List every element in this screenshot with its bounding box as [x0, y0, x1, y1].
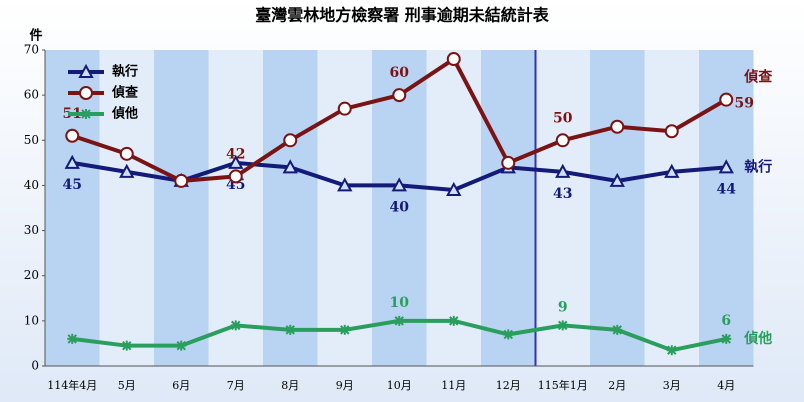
x-tick-label: 12月 — [496, 379, 521, 392]
marker — [610, 119, 625, 134]
marker — [282, 159, 298, 174]
x-tick-label: 6月 — [172, 379, 190, 392]
y-tick-label: 60 — [24, 88, 39, 102]
marker — [664, 163, 680, 178]
marker — [609, 172, 625, 187]
legend-label: 偵他 — [111, 106, 138, 122]
column-stripe — [317, 50, 372, 366]
data-label: 43 — [553, 186, 572, 202]
marker — [446, 181, 462, 196]
marker — [285, 324, 296, 335]
series-end-label: 偵查 — [743, 69, 773, 86]
column-stripe — [426, 50, 481, 366]
marker — [664, 124, 679, 139]
data-label: 40 — [390, 199, 410, 215]
marker — [555, 163, 571, 178]
legend-marker — [81, 109, 91, 119]
y-axis-label: 件 — [29, 28, 42, 44]
marker — [283, 133, 298, 148]
marker — [666, 345, 677, 356]
x-tick-label: 10月 — [387, 379, 412, 392]
data-label: 45 — [63, 177, 82, 193]
marker — [67, 333, 78, 344]
marker — [555, 133, 570, 148]
x-tick-label: 115年1月 — [538, 378, 588, 392]
column-stripe — [154, 50, 209, 366]
legend-marker — [78, 63, 94, 78]
data-label: 42 — [226, 146, 245, 162]
column-stripe — [481, 50, 536, 366]
column-stripe — [99, 50, 154, 366]
data-label: 44 — [717, 181, 737, 197]
marker — [228, 154, 244, 169]
column-stripe — [535, 50, 590, 366]
data-label: 9 — [558, 299, 568, 315]
marker — [119, 146, 134, 161]
x-tick-label: 7月 — [227, 379, 245, 392]
series-end-label: 執行 — [744, 158, 772, 175]
x-tick-label: 8月 — [281, 379, 299, 392]
x-tick-label: 5月 — [118, 379, 136, 392]
marker — [339, 324, 350, 335]
marker — [337, 177, 353, 192]
series-end-label: 偵他 — [743, 330, 772, 347]
legend-label: 執行 — [112, 64, 138, 80]
x-tick-label: 3月 — [663, 379, 681, 392]
x-tick-label: 9月 — [336, 379, 354, 392]
marker — [448, 315, 459, 326]
y-tick-label: 30 — [24, 223, 39, 237]
data-label: 50 — [553, 110, 573, 126]
marker — [228, 169, 243, 184]
marker — [176, 340, 187, 351]
column-stripe — [590, 50, 645, 366]
y-tick-label: 10 — [24, 313, 39, 327]
marker — [174, 173, 189, 188]
data-label: 6 — [721, 313, 731, 329]
x-tick-label: 11月 — [441, 379, 466, 392]
marker — [446, 52, 461, 67]
y-tick-label: 40 — [24, 178, 39, 192]
marker — [501, 155, 516, 170]
chart-title: 臺灣雲林地方檢察署 刑事逾期未結統計表 — [255, 6, 550, 25]
y-tick-label: 0 — [31, 359, 39, 373]
marker — [612, 324, 623, 335]
marker — [119, 163, 135, 178]
y-tick-label: 70 — [24, 43, 39, 57]
column-stripe — [372, 50, 427, 366]
column-stripe — [644, 50, 699, 366]
marker — [337, 101, 352, 116]
x-tick-label: 4月 — [717, 379, 735, 392]
marker — [391, 177, 407, 192]
marker — [121, 340, 132, 351]
marker — [503, 329, 514, 340]
data-label: 59 — [735, 96, 754, 112]
legend-marker — [79, 86, 93, 100]
column-stripe — [208, 50, 263, 366]
marker — [230, 320, 241, 331]
x-tick-label: 114年4月 — [47, 378, 97, 392]
marker — [721, 333, 732, 344]
column-stripe — [45, 50, 100, 366]
marker — [65, 128, 80, 143]
marker — [392, 88, 407, 103]
data-label: 60 — [390, 65, 410, 81]
marker — [557, 320, 568, 331]
marker — [719, 92, 734, 107]
y-tick-label: 50 — [24, 133, 39, 147]
legend-label: 偵查 — [111, 85, 139, 101]
data-label: 10 — [390, 295, 410, 311]
y-tick-label: 20 — [24, 268, 39, 282]
marker — [394, 315, 405, 326]
column-stripe — [263, 50, 318, 366]
x-tick-label: 2月 — [608, 379, 626, 392]
marker — [64, 154, 80, 169]
marker — [718, 159, 734, 174]
